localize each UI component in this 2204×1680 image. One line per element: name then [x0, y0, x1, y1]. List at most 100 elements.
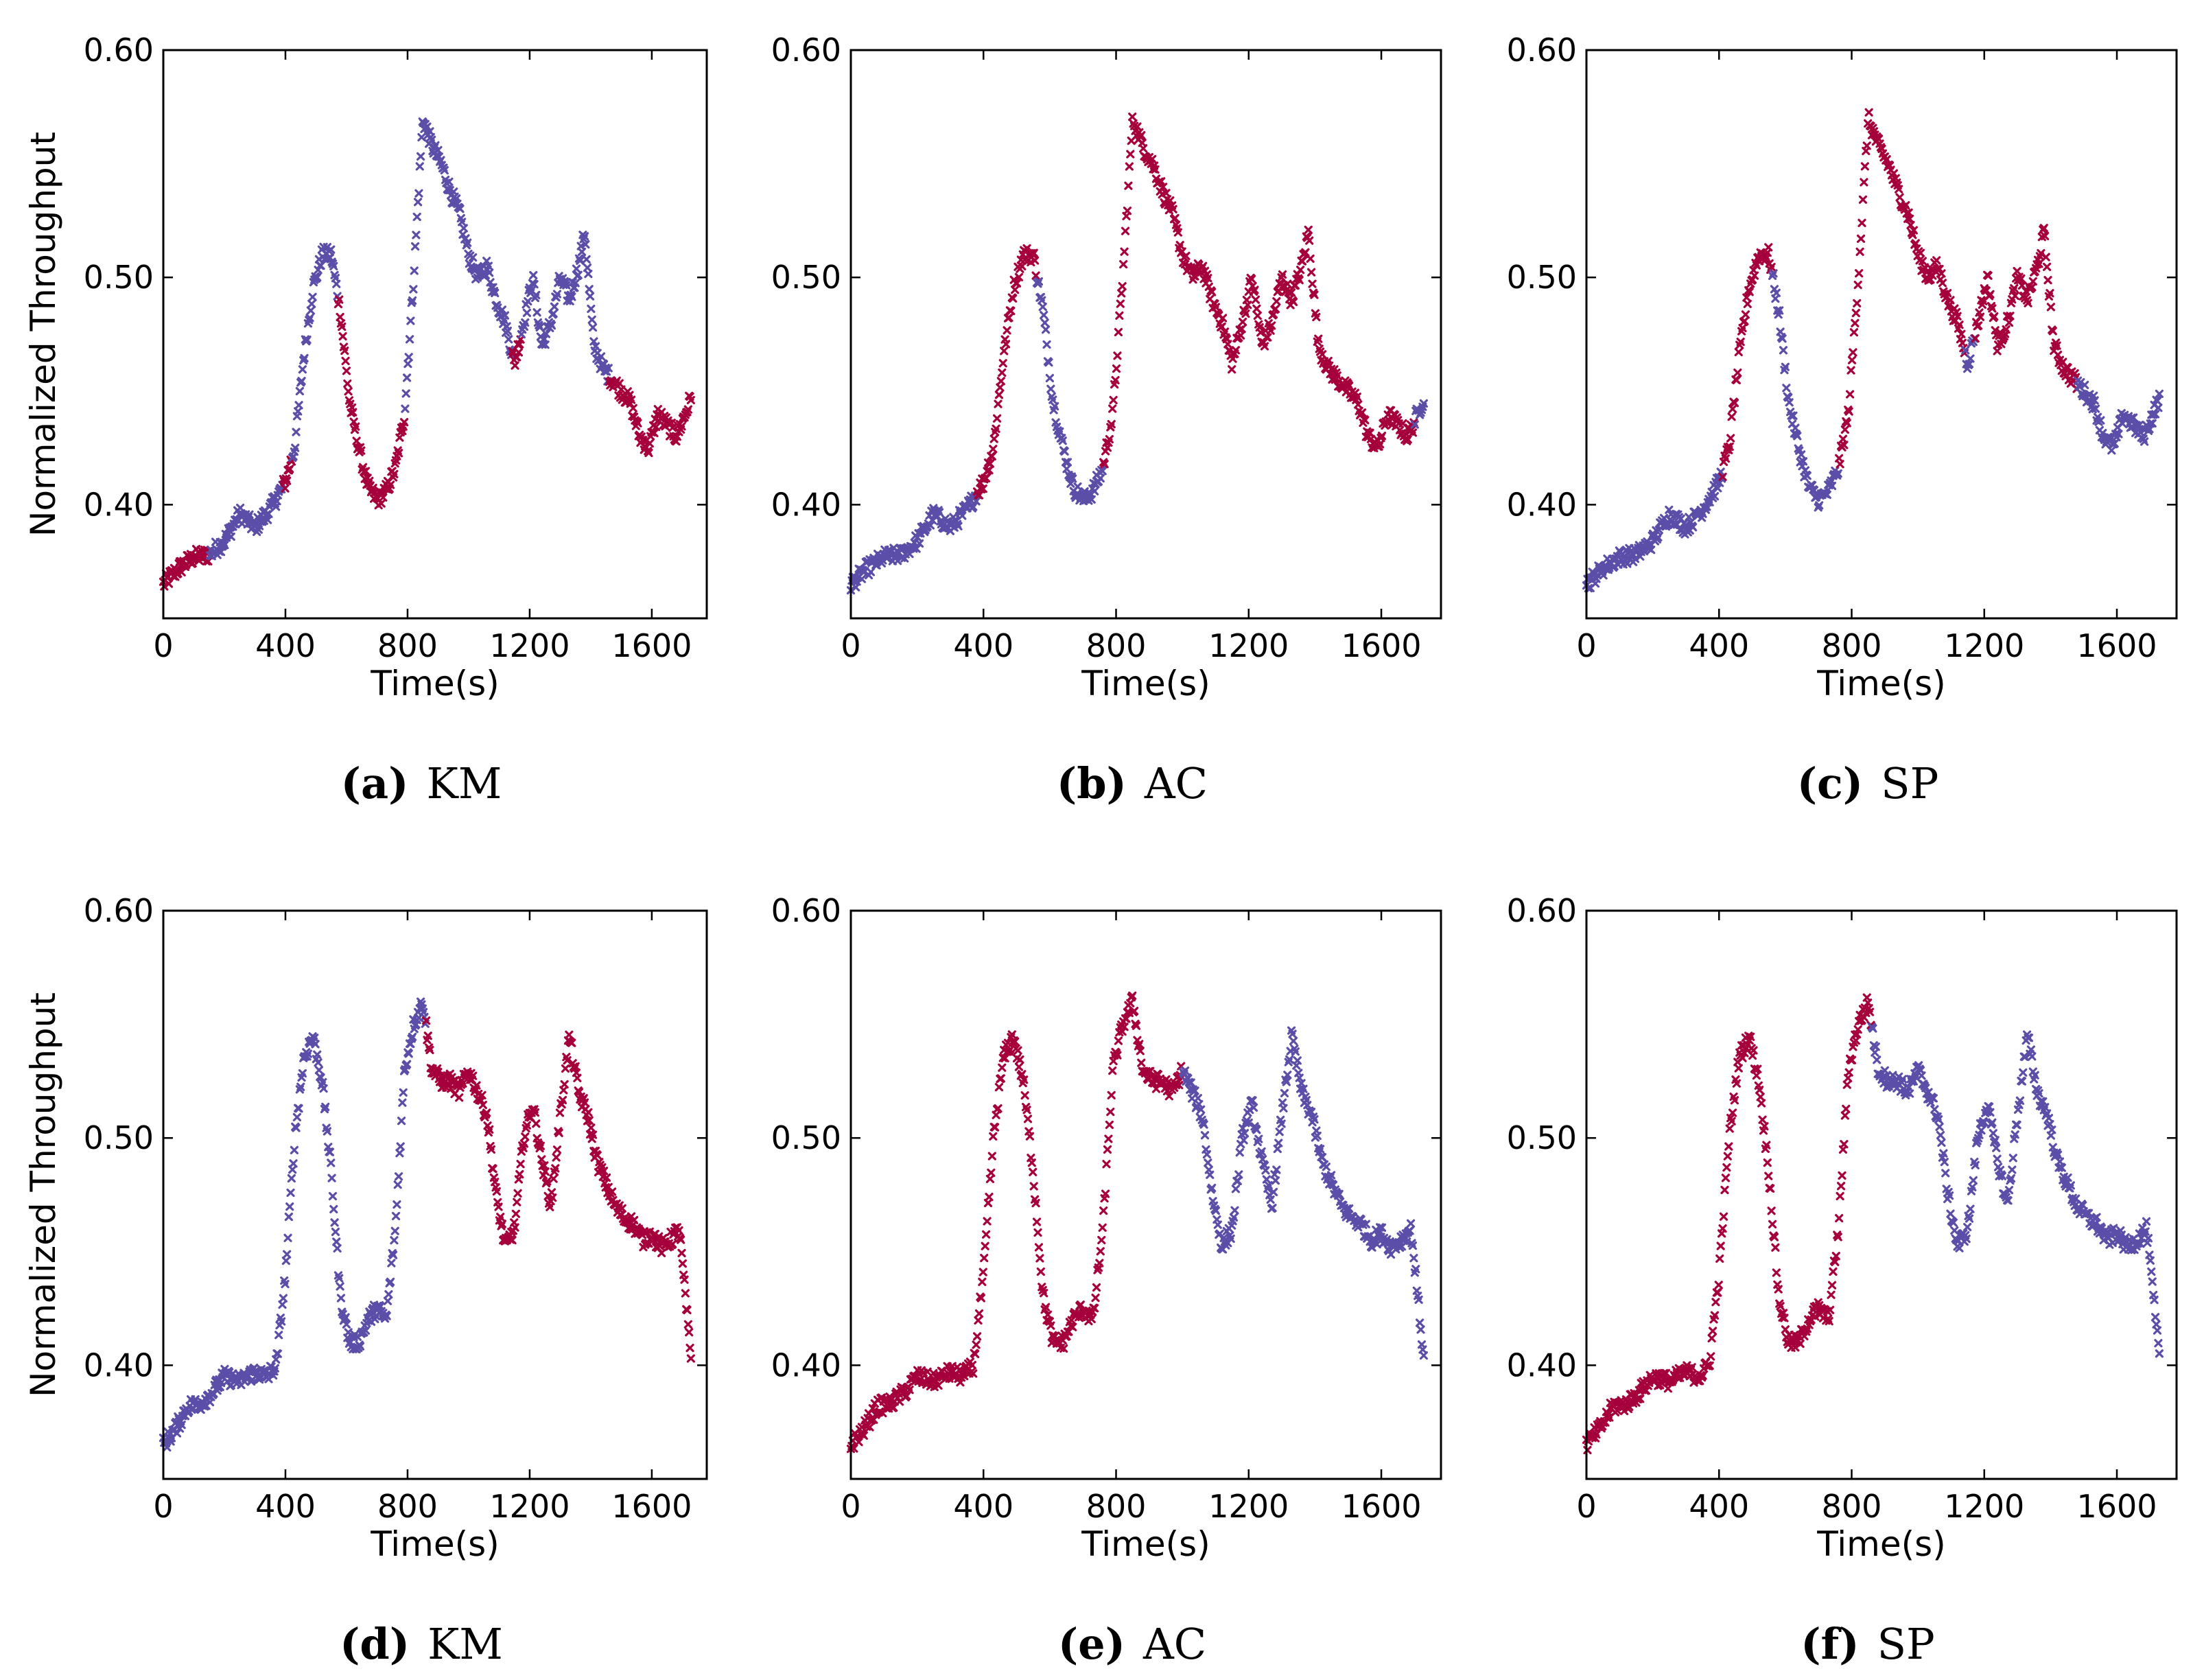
data-point-b: [547, 321, 556, 330]
data-point-a: [561, 1064, 570, 1073]
data-point-b: [1274, 1139, 1283, 1147]
x-tick-label: 0: [841, 627, 860, 664]
x-tick-label: 400: [953, 627, 1013, 664]
data-point-a: [1860, 178, 1868, 187]
data-point-b: [587, 315, 596, 324]
y-tick-label: 0.40: [1507, 1346, 1577, 1384]
data-point-b: [1199, 1120, 1208, 1129]
data-point-b: [1254, 1134, 1263, 1143]
data-point-a: [2041, 253, 2050, 261]
data-point-a: [976, 1294, 985, 1303]
data-point-a: [1119, 259, 1128, 269]
data-point-a: [1241, 310, 1250, 318]
data-point-b: [332, 1237, 341, 1246]
data-point-b: [270, 1364, 279, 1373]
data-point-a: [1041, 1303, 1051, 1311]
data-point-b: [958, 511, 967, 520]
data-point-b: [1272, 1165, 1281, 1174]
data-point-b: [402, 373, 412, 382]
data-point-b: [1037, 296, 1046, 305]
data-point-b: [1055, 427, 1064, 436]
data-point-a: [1847, 355, 1857, 364]
data-point-b: [530, 280, 539, 289]
data-point-a: [685, 1343, 694, 1353]
data-point-a: [1764, 1171, 1773, 1180]
data-point-b: [1975, 1130, 1984, 1139]
data-point-b: [1291, 1047, 1300, 1056]
data-point-b: [484, 261, 493, 270]
data-point-a: [1007, 307, 1016, 316]
data-point-a: [1306, 254, 1315, 264]
data-point-b: [414, 189, 423, 198]
caption-letter: (d): [340, 1619, 410, 1669]
data-point-a: [1252, 304, 1261, 313]
data-point-b: [1781, 362, 1790, 371]
data-point-b: [423, 122, 432, 131]
data-point-a: [1705, 1361, 1714, 1370]
data-point-a: [1895, 193, 1904, 202]
data-point-b: [388, 1250, 398, 1259]
data-point-b: [1966, 1204, 1975, 1213]
data-point-b: [1277, 1119, 1286, 1128]
data-point-b: [1991, 1136, 2000, 1145]
data-point-a: [340, 347, 349, 355]
data-point-a: [1767, 263, 1776, 272]
data-point-a: [1851, 1036, 1860, 1045]
y-tick-label: 0.60: [84, 892, 154, 929]
y-tick-label: 0.60: [771, 32, 841, 69]
data-point-a: [1111, 375, 1120, 385]
data-point-a: [1218, 314, 1228, 323]
data-point-a: [1260, 342, 1269, 351]
data-point-a: [1853, 299, 1862, 308]
data-point-b: [1261, 1166, 1270, 1175]
data-point-a: [1114, 327, 1123, 337]
data-point-b: [1647, 546, 1656, 555]
data-point-b: [2028, 1052, 2037, 1061]
data-point-a: [1734, 1064, 1743, 1073]
data-point-a: [1003, 326, 1011, 335]
data-point-a: [1842, 1104, 1851, 1113]
data-point-b: [1895, 1072, 1903, 1082]
data-point-b: [1213, 1220, 1222, 1229]
data-point-a: [1730, 1096, 1739, 1105]
data-point-b: [2024, 1034, 2034, 1042]
data-point-a: [972, 1340, 981, 1349]
data-point-a: [1029, 1167, 1037, 1176]
data-point-a: [584, 1108, 593, 1117]
data-point-b: [1317, 1153, 1327, 1162]
data-point-a: [1345, 382, 1354, 390]
data-point-b: [1934, 1115, 1943, 1124]
data-point-b: [1279, 1104, 1288, 1112]
data-point-a: [552, 1145, 562, 1154]
data-point-a: [1263, 333, 1272, 342]
data-point-a: [536, 1141, 546, 1150]
data-point-b: [405, 335, 414, 344]
data-point-b: [1211, 1206, 1221, 1215]
data-point-b: [1929, 1094, 1938, 1103]
data-point-a: [905, 1386, 914, 1395]
data-point-b: [497, 305, 506, 314]
data-point-a: [1029, 248, 1038, 257]
data-point-a: [1306, 268, 1316, 277]
data-point-a: [1223, 340, 1232, 349]
data-point-b: [306, 306, 316, 315]
data-point-a: [996, 377, 1005, 386]
data-point-a: [1301, 248, 1310, 257]
data-point-b: [1787, 411, 1796, 420]
data-point-a: [421, 1016, 431, 1025]
data-point-a: [1724, 1142, 1733, 1151]
data-point-a: [681, 1289, 690, 1298]
data-point-b: [1917, 1071, 1926, 1080]
data-point-a: [902, 1391, 911, 1401]
data-point-a: [1121, 226, 1130, 235]
data-point-a: [386, 480, 395, 489]
y-tick-label: 0.60: [1507, 892, 1577, 929]
data-point-a: [983, 1217, 992, 1226]
chart-panel-3: 0 400 800 1200 1600 0.40 0.50 0.60 Time(s) (c) SP: [1507, 32, 2178, 808]
data-point-b: [245, 510, 254, 519]
data-point-a: [1763, 1158, 1772, 1167]
data-point-a: [1237, 325, 1246, 334]
data-point-a: [1840, 441, 1849, 450]
data-point-b: [2114, 430, 2123, 439]
caption-method-name: AC: [1142, 1619, 1206, 1669]
